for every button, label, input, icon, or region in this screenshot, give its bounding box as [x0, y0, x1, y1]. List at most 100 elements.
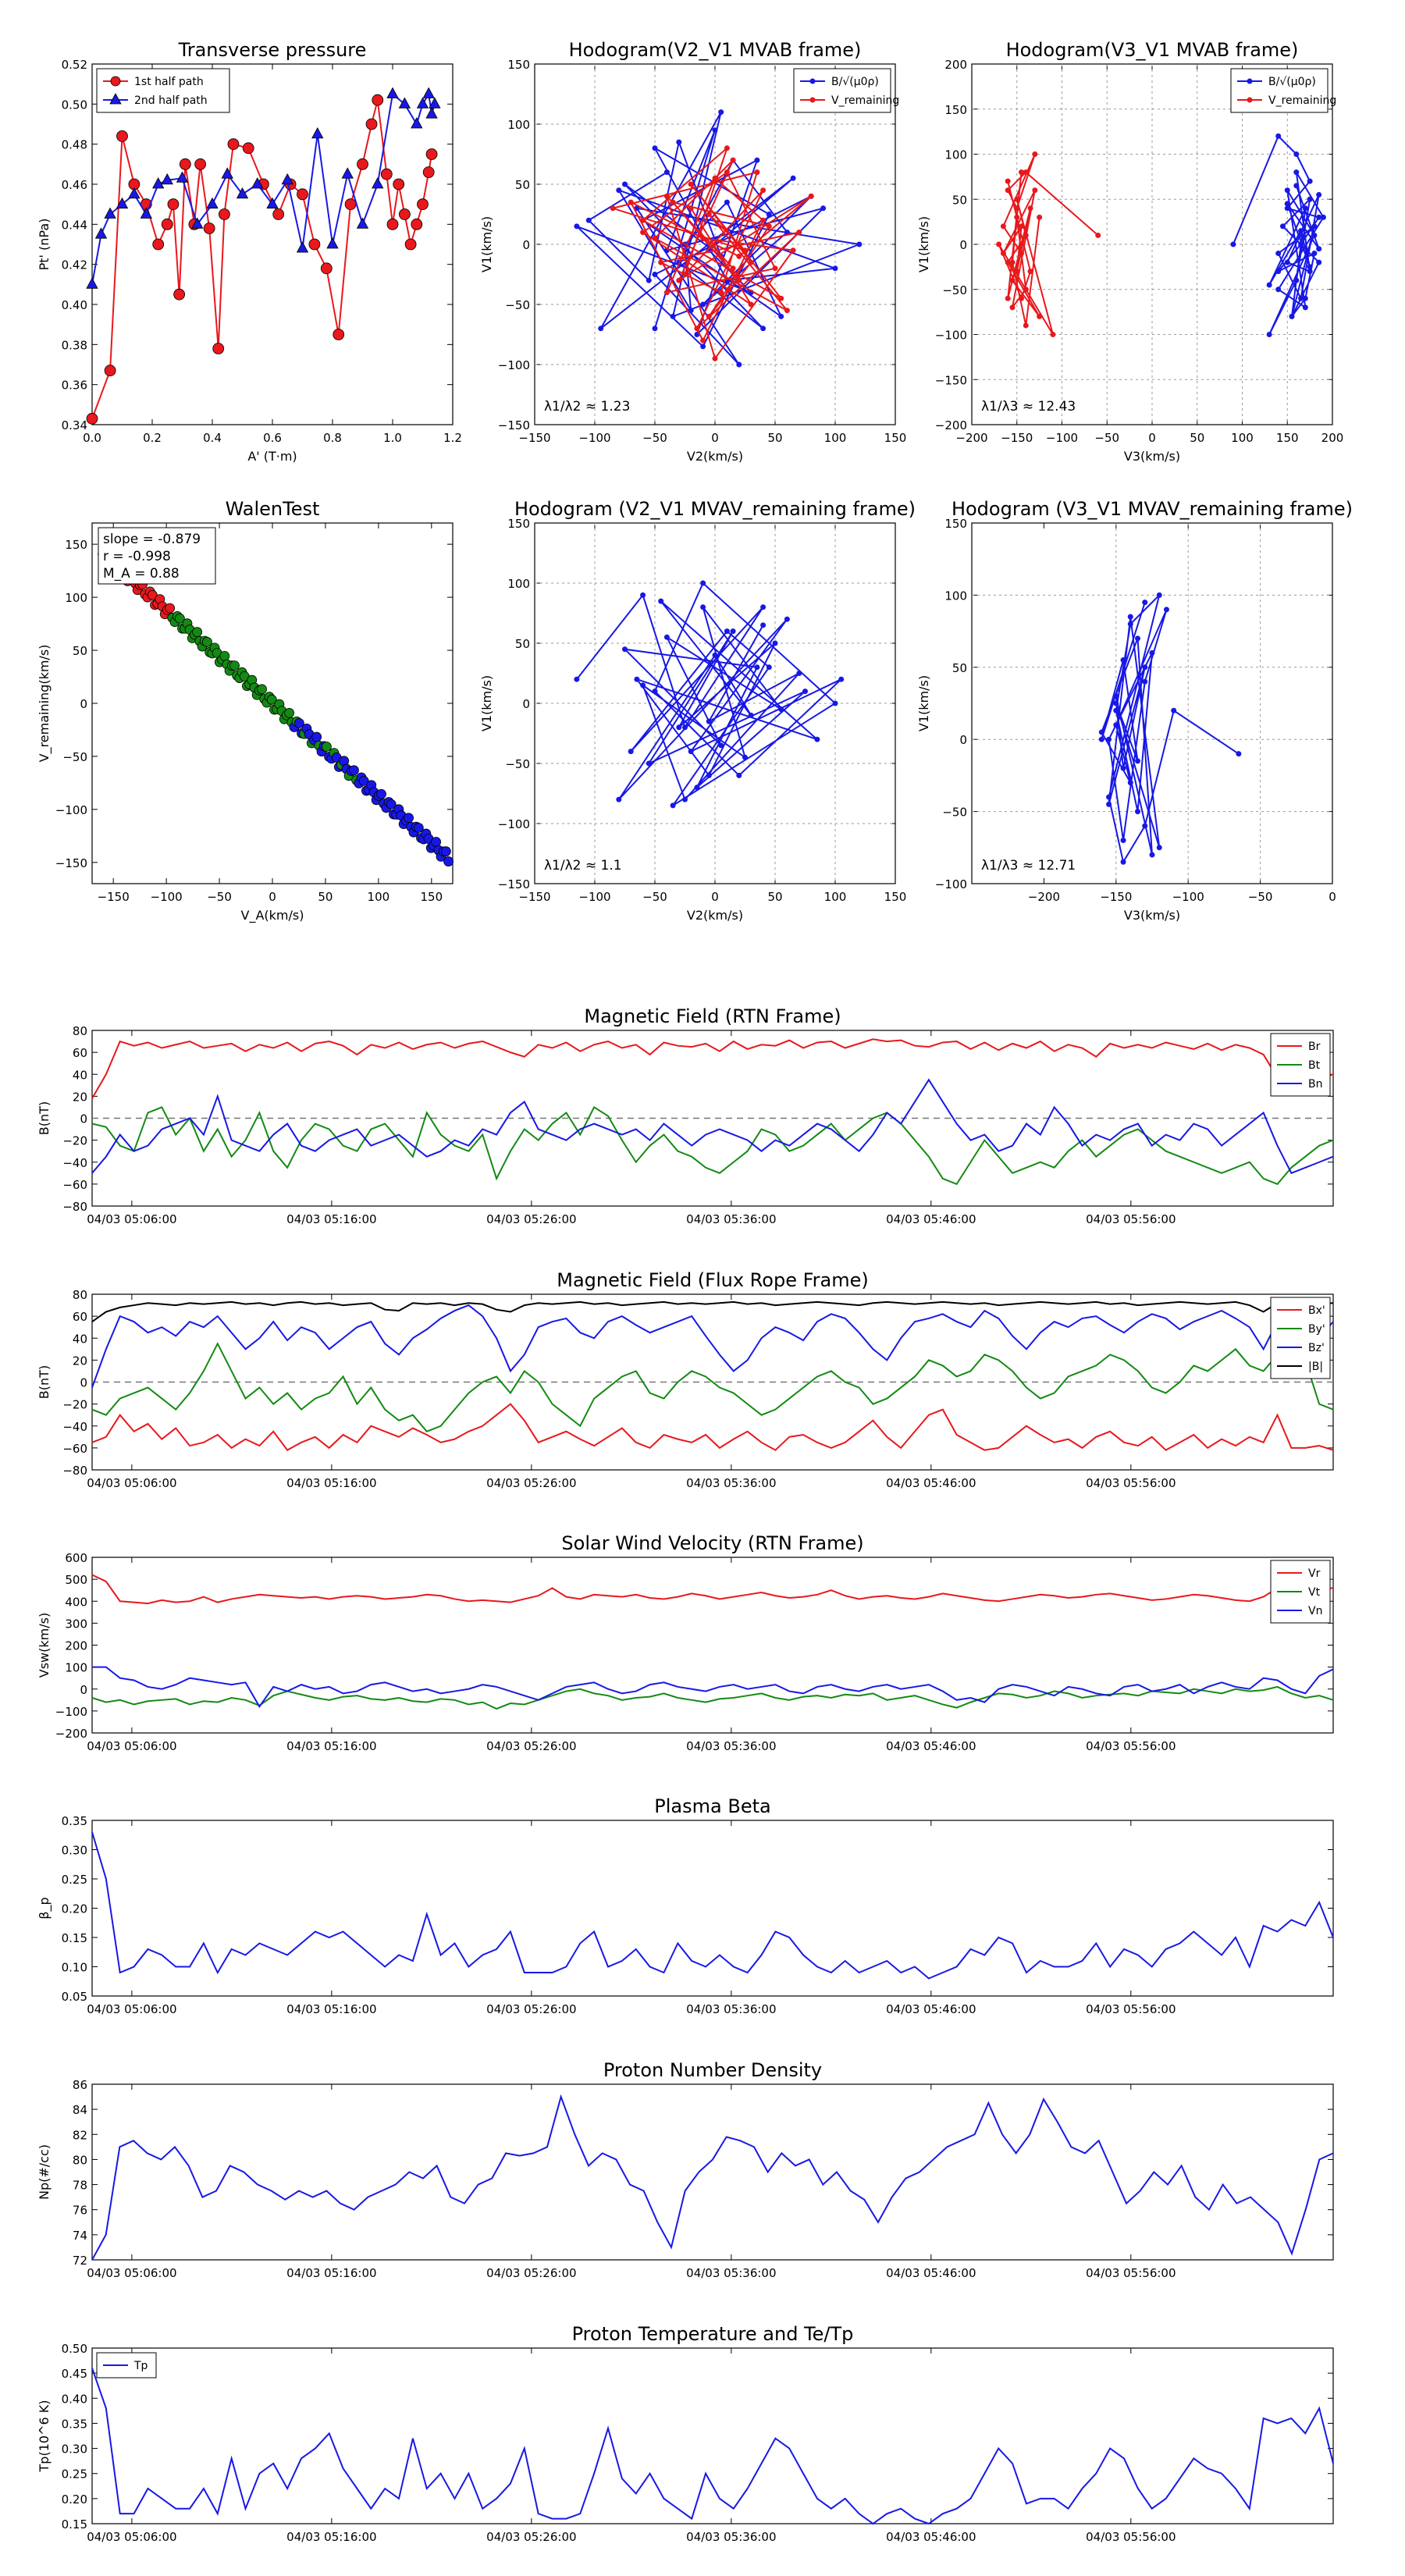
data-point: [218, 208, 230, 220]
data-point: [820, 205, 827, 212]
data-point: [202, 637, 212, 647]
data-point: [194, 158, 207, 170]
data-point: [422, 87, 435, 98]
data-point: [634, 676, 640, 682]
data-point: [1000, 251, 1006, 257]
data-point: [652, 145, 658, 151]
data-point: [712, 652, 718, 658]
chart-hodogram-v2v1-mvab: Hodogram(V2_V1 MVAB frame) −150 −100 −50 0 50…: [479, 39, 906, 464]
data-point: [1005, 259, 1011, 265]
data-point: [1023, 286, 1029, 293]
data-point: [1014, 205, 1020, 212]
y-tick-label: 300: [65, 1617, 87, 1631]
y-tick-label: 20: [73, 1354, 87, 1368]
y-tick-label: 0: [80, 1376, 87, 1390]
data-point: [1316, 259, 1322, 265]
y-axis-label: Np(#/cc): [37, 2144, 52, 2200]
data-point: [760, 622, 767, 628]
data-point: [425, 107, 438, 119]
data-point: [1113, 693, 1119, 699]
y-axis-label: V1(km/s): [479, 216, 494, 272]
x-tick-label: 0: [1329, 890, 1336, 904]
y-tick-label: 60: [73, 1310, 87, 1324]
data-point: [326, 237, 339, 249]
data-point: [357, 158, 368, 170]
data-point: [1014, 214, 1020, 220]
data-point: [676, 724, 682, 731]
y-tick-label: −100: [498, 817, 530, 831]
x-tick-label: −150: [1001, 431, 1033, 445]
y-tick-label: 76: [73, 2204, 87, 2218]
x-tick-label: −100: [578, 890, 610, 904]
data-point: [284, 708, 295, 718]
data-point: [1009, 304, 1016, 311]
data-point: [94, 227, 108, 239]
data-point: [742, 754, 748, 760]
x-tick-label: 0: [269, 890, 276, 904]
data-point: [1289, 313, 1295, 319]
y-tick-label: 80: [73, 2153, 87, 2167]
legend-label: Vn: [1308, 1605, 1322, 1617]
data-point: [616, 796, 622, 802]
x-tick-label: 04/03 05:46:00: [886, 1476, 976, 1490]
y-tick-label: −100: [498, 358, 530, 372]
legend-label: 2nd half path: [134, 94, 208, 107]
x-tick-label: 04/03 05:46:00: [886, 1212, 976, 1226]
y-tick-label: 100: [507, 118, 530, 132]
y-tick-label: 0.45: [62, 2367, 87, 2381]
data-point: [628, 749, 634, 755]
data-point: [1316, 246, 1322, 252]
data-point: [1156, 845, 1162, 851]
data-point: [1311, 251, 1318, 257]
y-tick-label: 0.44: [62, 218, 87, 232]
y-tick-label: −150: [55, 856, 87, 870]
y-tick-label: 0: [80, 697, 87, 711]
data-point: [760, 326, 767, 332]
x-tick-label: 04/03 05:46:00: [886, 2002, 976, 2016]
axes-frame: [91, 1030, 1334, 1207]
data-point: [1142, 678, 1148, 685]
x-axis-label: V2(km/s): [687, 908, 743, 923]
data-point: [1005, 178, 1011, 184]
y-tick-label: −150: [498, 877, 530, 891]
data-point: [1014, 196, 1020, 202]
data-point: [1037, 313, 1043, 319]
data-point: [663, 193, 670, 199]
data-point: [1279, 223, 1286, 229]
chart-title: Magnetic Field (Flux Rope Frame): [557, 1269, 868, 1291]
data-point: [372, 94, 384, 106]
chart-title: Proton Number Density: [603, 2059, 822, 2081]
y-tick-label: 50: [515, 178, 530, 192]
data-point: [1311, 232, 1318, 238]
x-tick-label: 0: [711, 890, 719, 904]
data-point: [658, 598, 664, 604]
data-point: [688, 308, 694, 314]
data-point: [700, 235, 706, 241]
data-point: [1156, 592, 1162, 598]
annotation-text: λ1/λ3 ≈ 12.71: [981, 858, 1076, 873]
data-point: [104, 365, 116, 377]
data-point: [838, 676, 845, 682]
y-tick-label: 80: [73, 1288, 87, 1302]
data-point: [257, 684, 267, 695]
x-tick-label: 04/03 05:26:00: [486, 2002, 576, 2016]
data-point: [1307, 269, 1313, 275]
y-tick-label: 100: [507, 577, 530, 591]
y-tick-label: −150: [935, 373, 967, 387]
data-point: [766, 223, 772, 229]
y-tick-label: 86: [73, 2078, 87, 2092]
y-tick-label: 150: [944, 517, 967, 531]
data-point: [1014, 269, 1020, 275]
axes-frame: [91, 1557, 1334, 1734]
data-point: [152, 177, 165, 189]
legend-label: Vr: [1308, 1567, 1321, 1580]
data-point: [1120, 765, 1126, 771]
legend-label: 1st half path: [134, 76, 204, 88]
data-point: [1050, 332, 1056, 337]
data-point: [429, 97, 441, 109]
legend-label: Br: [1308, 1041, 1321, 1053]
data-point: [272, 208, 285, 220]
data-point: [688, 181, 694, 187]
y-tick-label: 50: [952, 193, 967, 207]
x-tick-label: 04/03 05:56:00: [1086, 2530, 1176, 2544]
